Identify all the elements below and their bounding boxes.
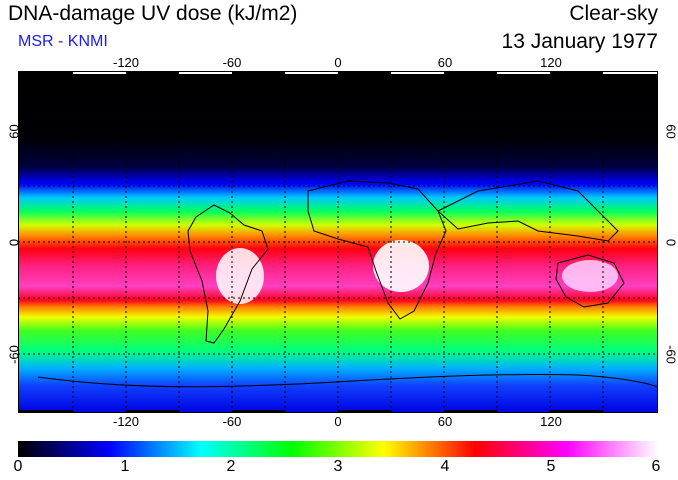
lat-tick-right: 60 — [663, 124, 678, 139]
lon-tick-bottom: 120 — [540, 414, 562, 429]
lon-tick-bottom: 60 — [437, 414, 453, 429]
lat-tick-right: 0 — [663, 238, 678, 247]
lon-tick-top: -120 — [112, 55, 140, 70]
sky-condition-label: Clear-sky — [569, 2, 658, 25]
graticule — [18, 71, 658, 413]
lat-tick-right: -60 — [663, 345, 678, 364]
uv-peak-africa — [373, 240, 429, 292]
colorbar-label: 0 — [13, 458, 23, 475]
lon-tick-top: 0 — [334, 55, 342, 70]
colorbar-label: 4 — [440, 458, 450, 475]
lon-tick-bottom: -60 — [222, 414, 242, 429]
colorbar — [18, 441, 658, 457]
colorbar-gradient — [18, 441, 658, 457]
colorbar-label: 5 — [546, 458, 556, 475]
lon-tick-top: 120 — [540, 55, 562, 70]
colorbar-label: 6 — [651, 458, 661, 475]
uv-peak-south-america — [216, 248, 264, 304]
map-border — [18, 71, 658, 413]
lon-tick-top: -60 — [222, 55, 242, 70]
lon-tick-bottom: 0 — [334, 414, 342, 429]
map-border-ticks — [18, 71, 658, 413]
colorbar-label: 1 — [120, 458, 130, 475]
lon-tick-bottom: -120 — [112, 414, 140, 429]
date-label: 13 January 1977 — [501, 30, 658, 53]
map-title: DNA-damage UV dose (kJ/m2) — [8, 2, 298, 25]
colorbar-label: 2 — [226, 458, 236, 475]
uv-peak-australia — [562, 260, 618, 292]
lon-tick-top: 60 — [437, 55, 453, 70]
uv-dose-map — [18, 71, 658, 413]
source-label: MSR - KNMI — [18, 33, 108, 50]
colorbar-label: 3 — [333, 458, 343, 475]
coastlines — [37, 180, 658, 388]
